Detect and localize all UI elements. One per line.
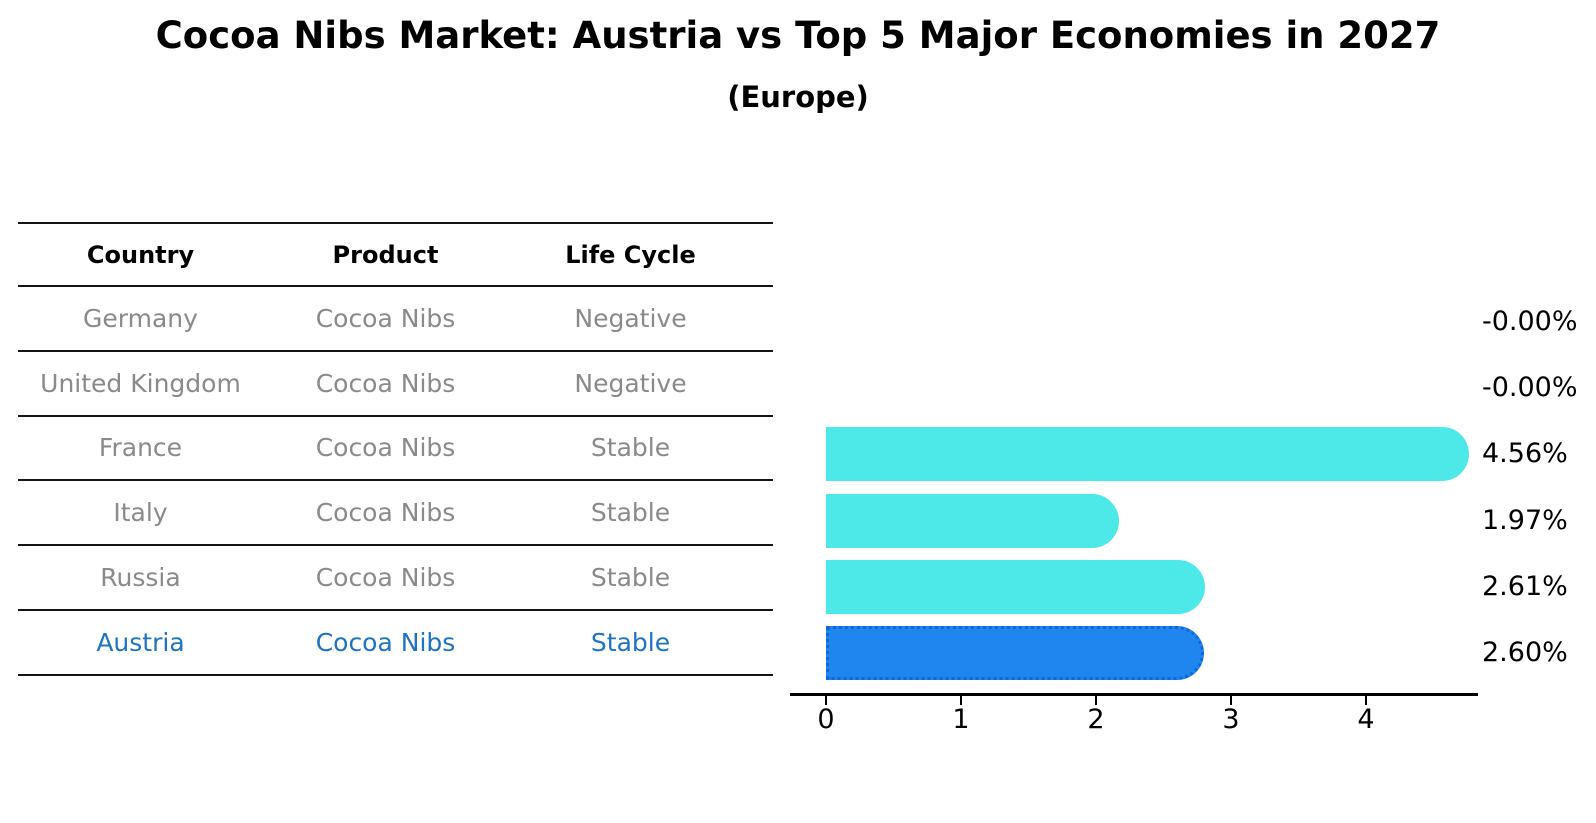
x-axis-tick-label: 1 <box>952 704 970 735</box>
table-header-row: Country Product Life Cycle <box>18 224 773 287</box>
table-row: Italy Cocoa Nibs Stable <box>18 481 773 547</box>
x-axis-tick-label: 0 <box>817 704 835 735</box>
x-axis-line <box>790 693 1478 696</box>
cell-life-cycle: Stable <box>590 627 671 657</box>
cell-life-cycle: Negative <box>574 303 687 333</box>
bar-russia <box>826 559 1206 614</box>
x-axis-tick <box>825 696 827 705</box>
x-axis-tick <box>1365 696 1367 705</box>
x-axis-tick-label: 2 <box>1087 704 1105 735</box>
table-row: Austria Cocoa Nibs Stable <box>18 611 773 676</box>
x-axis-tick <box>960 696 962 705</box>
cell-life-cycle: Stable <box>590 498 671 528</box>
cell-life-cycle: Stable <box>590 433 671 463</box>
cell-life-cycle: Stable <box>590 563 671 593</box>
cell-country: France <box>98 433 183 463</box>
cell-product: Cocoa Nibs <box>315 433 456 463</box>
page-subtitle: (Europe) <box>727 80 869 114</box>
x-axis-tick <box>1095 696 1097 705</box>
table-row: Russia Cocoa Nibs Stable <box>18 546 773 611</box>
cell-country: Germany <box>83 303 198 333</box>
bar-france <box>826 427 1469 482</box>
cell-country: Austria <box>96 627 185 657</box>
header-product: Product <box>332 240 439 269</box>
cell-product: Cocoa Nibs <box>315 563 456 593</box>
cell-country: United Kingdom <box>40 368 241 398</box>
header-life-cycle: Life Cycle <box>565 240 696 269</box>
page-title: Cocoa Nibs Market: Austria vs Top 5 Majo… <box>155 14 1441 57</box>
table-body: Germany Cocoa Nibs Negative United Kingdom C… <box>18 287 773 676</box>
cell-life-cycle: Negative <box>574 368 687 398</box>
table-row: United Kingdom Cocoa Nibs Negative <box>18 352 773 417</box>
comparison-table: Country Product Life Cycle Germany Cocoa … <box>18 222 773 676</box>
bar-value-label: -0.00% <box>1482 372 1578 404</box>
bar-value-label: 4.56% <box>1482 438 1568 470</box>
bar-value-label: 2.60% <box>1482 637 1568 668</box>
bar-value-label: 1.97% <box>1482 504 1568 536</box>
table-row: Germany Cocoa Nibs Negative <box>18 287 773 352</box>
table-row: France Cocoa Nibs Stable <box>18 417 773 482</box>
cell-product: Cocoa Nibs <box>315 498 456 528</box>
bar-austria-highlight <box>826 626 1204 680</box>
cell-country: Italy <box>113 498 168 528</box>
x-axis-tick-label: 3 <box>1222 704 1240 735</box>
bar-italy <box>826 493 1119 548</box>
cell-product: Cocoa Nibs <box>315 303 456 333</box>
bar-value-label: -0.00% <box>1482 306 1578 337</box>
x-axis-tick-label: 4 <box>1357 704 1375 735</box>
bar-value-label: 2.61% <box>1482 570 1568 602</box>
x-axis-tick <box>1230 696 1232 705</box>
header-country: Country <box>86 240 195 269</box>
cell-country: Russia <box>100 563 181 593</box>
cell-product: Cocoa Nibs <box>315 368 456 398</box>
cell-product: Cocoa Nibs <box>315 627 456 657</box>
